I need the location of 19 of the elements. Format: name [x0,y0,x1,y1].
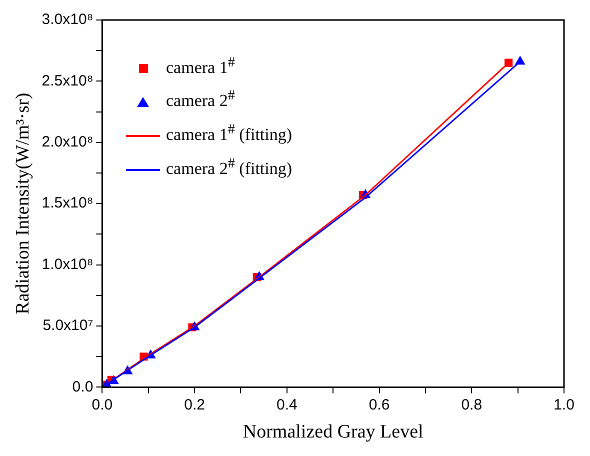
y-tick-label: 2.5x10⁸ [42,72,94,90]
y-tick-label: 1.5x10⁸ [42,194,94,212]
y-axis-title: Radiation Intensity(W/m³·sr) [12,92,34,314]
x-tick-label: 0.6 [368,396,390,414]
legend-label: camera 1$^{#}$ (fitting) [166,121,292,144]
x-tick-label: 1.0 [554,396,574,414]
legend-label: camera 1$^{#}$ [166,54,235,77]
y-tick-label: 0.0 [72,378,94,396]
x-axis-title: Normalized Gray Level [242,422,424,443]
legend-label: camera 2$^{#}$ [166,88,235,110]
y-tick-label: 1.0x10⁸ [42,256,94,273]
legend-label: camera 2$^{#}$ (fitting) [166,154,292,178]
x-tick-label: 0.2 [184,396,205,414]
y-tick-label: 3.0x10⁸ [42,11,94,28]
y-tick-label: 5.0x10⁷ [42,317,94,334]
y-tick-label: 2.0x10⁸ [42,134,94,151]
x-tick-label: 0.4 [276,396,298,414]
x-tick-label: 0.8 [461,396,482,414]
x-tick-label: 0.0 [92,396,113,414]
